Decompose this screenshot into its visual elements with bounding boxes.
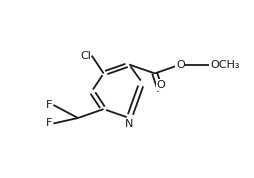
Text: OCH₃: OCH₃ [210,59,240,70]
Text: F: F [46,100,52,110]
Text: O: O [156,80,165,90]
Text: O: O [176,59,185,70]
Text: Cl: Cl [80,51,91,61]
Text: F: F [46,119,52,129]
Text: N: N [125,119,133,129]
